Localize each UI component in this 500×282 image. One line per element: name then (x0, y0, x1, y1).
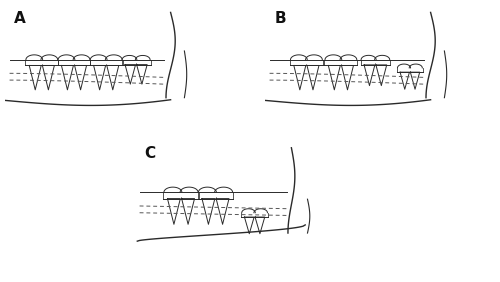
Text: A: A (14, 11, 26, 26)
Text: C: C (144, 146, 156, 161)
Text: B: B (274, 11, 286, 26)
